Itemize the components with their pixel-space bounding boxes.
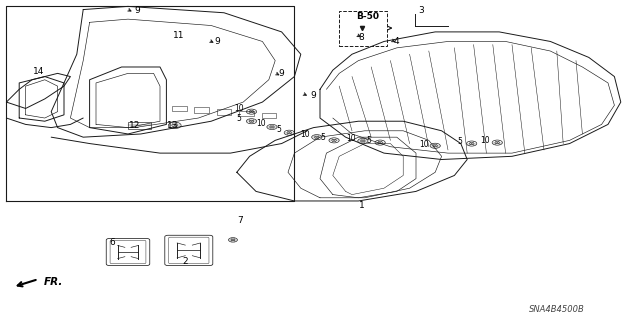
Text: 8: 8: [359, 33, 364, 42]
Text: 5: 5: [236, 114, 241, 122]
Bar: [128, 122, 151, 129]
Text: 10: 10: [234, 104, 244, 113]
Text: 9: 9: [215, 37, 220, 46]
Bar: [339, 11, 387, 46]
Bar: [216, 109, 232, 115]
Text: 7: 7: [237, 216, 243, 225]
Text: 5: 5: [366, 137, 371, 145]
Text: 3: 3: [419, 6, 424, 15]
Text: 9: 9: [311, 91, 316, 100]
Text: 10: 10: [300, 130, 310, 139]
Text: 11: 11: [173, 31, 185, 40]
Text: 5: 5: [276, 125, 281, 134]
Bar: [194, 108, 209, 113]
Text: 9: 9: [135, 6, 140, 15]
Text: 5: 5: [457, 137, 462, 146]
Text: 14: 14: [33, 67, 44, 76]
Text: 10: 10: [480, 137, 490, 145]
Text: SNA4B4500B: SNA4B4500B: [529, 305, 585, 314]
Text: 12: 12: [129, 121, 140, 130]
Text: 9: 9: [279, 69, 284, 78]
Text: 10: 10: [419, 140, 429, 149]
Bar: [172, 106, 187, 111]
Text: 1: 1: [359, 201, 364, 210]
Bar: [239, 111, 253, 116]
Text: 4: 4: [394, 37, 399, 46]
Bar: [262, 113, 276, 118]
Text: FR.: FR.: [44, 277, 63, 287]
Text: 13: 13: [167, 121, 179, 130]
Text: 2: 2: [183, 257, 188, 266]
Text: 10: 10: [256, 119, 266, 128]
Text: 10: 10: [346, 134, 356, 143]
Text: 6: 6: [109, 238, 115, 247]
Text: B-50: B-50: [356, 12, 380, 21]
Text: 5: 5: [320, 133, 325, 142]
